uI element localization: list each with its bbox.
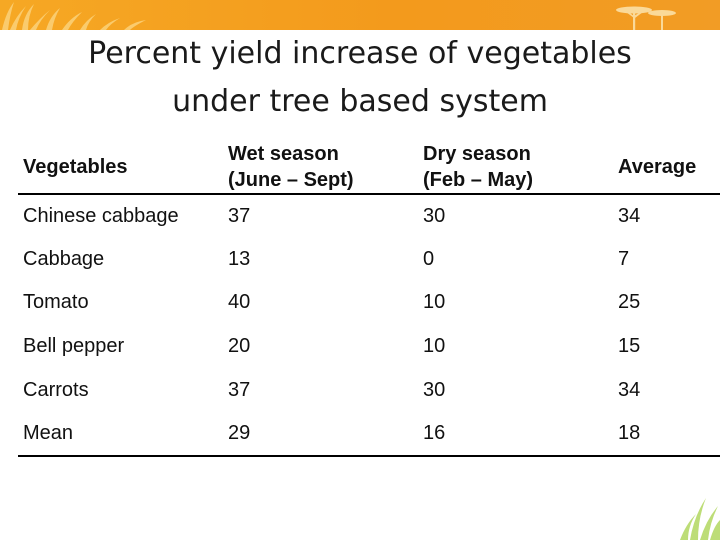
grass-decoration-icon <box>2 2 146 30</box>
cell-vegetable: Carrots <box>23 378 89 401</box>
header-line: Dry season <box>423 142 531 165</box>
cell-average: 25 <box>618 291 641 314</box>
bottom-grass-decoration-icon <box>680 498 720 540</box>
cell-dry: 0 <box>423 247 435 270</box>
acacia-tree-logo-icon <box>616 6 676 30</box>
table-row: Mean 29 16 18 <box>18 412 720 456</box>
header-line: Wet season <box>228 142 339 165</box>
cell-average: 18 <box>618 421 641 444</box>
header-vegetables: Vegetables <box>18 140 223 194</box>
cell-dry: 10 <box>423 335 446 358</box>
header-line: Average <box>618 155 697 178</box>
table-row: Chinese cabbage 37 30 34 <box>18 194 720 238</box>
yield-table-container: Vegetables Wet season (June – Sept) Dry … <box>18 140 720 457</box>
cell-average: 34 <box>618 378 641 401</box>
cell-dry: 16 <box>423 421 446 444</box>
cell-wet: 20 <box>228 335 251 358</box>
cell-vegetable: Mean <box>23 421 74 444</box>
header-subline: (June – Sept) <box>228 168 354 191</box>
header-wet-season: Wet season (June – Sept) <box>223 140 418 194</box>
table-row: Bell pepper 20 10 15 <box>18 325 720 369</box>
cell-wet: 37 <box>228 378 251 401</box>
header-average: Average <box>613 140 720 194</box>
cell-vegetable: Cabbage <box>23 247 105 270</box>
header-subline: (Feb – May) <box>423 168 534 191</box>
cell-wet: 37 <box>228 204 251 227</box>
cell-average: 7 <box>618 247 630 270</box>
table-row: Carrots 37 30 34 <box>18 368 720 412</box>
cell-vegetable: Tomato <box>23 291 89 314</box>
header-line: Vegetables <box>23 155 128 178</box>
top-banner <box>0 0 720 30</box>
table-row: Tomato 40 10 25 <box>18 281 720 325</box>
table-header-row: Vegetables Wet season (June – Sept) Dry … <box>18 140 720 194</box>
yield-table: Vegetables Wet season (June – Sept) Dry … <box>18 140 720 457</box>
cell-wet: 40 <box>228 291 251 314</box>
cell-dry: 10 <box>423 291 446 314</box>
table-row: Cabbage 13 0 7 <box>18 238 720 282</box>
slide-title: Percent yield increase of vegetables und… <box>88 36 632 119</box>
cell-average: 15 <box>618 335 641 358</box>
cell-wet: 13 <box>228 247 251 270</box>
header-dry-season: Dry season (Feb – May) <box>418 140 613 194</box>
cell-dry: 30 <box>423 378 446 401</box>
cell-vegetable: Bell pepper <box>23 335 125 358</box>
cell-vegetable: Chinese cabbage <box>23 204 179 227</box>
cell-dry: 30 <box>423 204 446 227</box>
cell-wet: 29 <box>228 421 251 444</box>
cell-average: 34 <box>618 204 641 227</box>
